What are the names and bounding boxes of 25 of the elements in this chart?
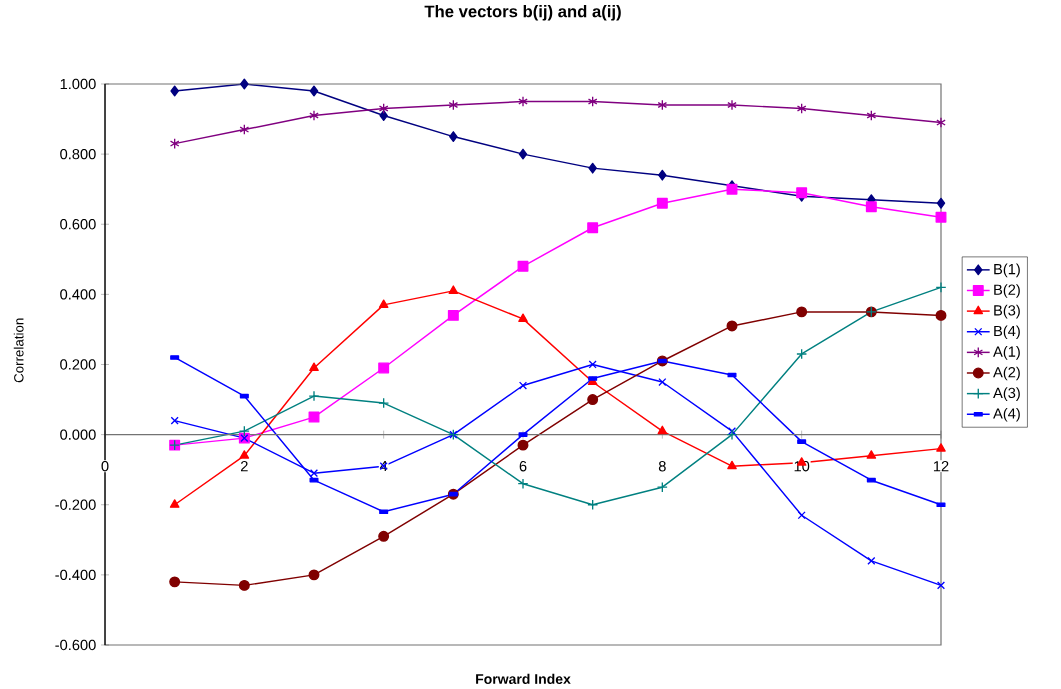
y-axis-title: Correlation <box>13 318 24 383</box>
legend-label: A(3) <box>993 387 1020 401</box>
y-tick-label: 0.800 <box>60 148 96 160</box>
legend-label: B(1) <box>994 263 1020 278</box>
x-tick-label: 12 <box>933 461 949 472</box>
x-axis-title: Forward Index <box>476 673 571 684</box>
legend-label: B(4) <box>994 325 1020 340</box>
y-tick-label: 1.000 <box>60 78 96 90</box>
x-tick-label: 6 <box>519 461 527 472</box>
legend-label: B(2) <box>994 284 1020 298</box>
x-tick-label: 0 <box>101 461 109 472</box>
y-tick-label: -0.600 <box>55 639 96 651</box>
legend-label: A(2) <box>993 366 1020 381</box>
y-tick-label: 0.200 <box>60 359 96 370</box>
y-tick-label: -0.400 <box>55 569 96 581</box>
chart-title: The vectors b(ij) and a(ij) <box>424 5 621 21</box>
y-tick-label: 0.600 <box>60 219 96 230</box>
y-tick-label: 0.400 <box>60 289 96 300</box>
legend-label: B(3) <box>994 304 1020 319</box>
legend-label: A(1) <box>993 346 1020 360</box>
y-tick-label: 0.000 <box>60 429 96 440</box>
x-tick-label: 2 <box>240 461 248 472</box>
legend-label: A(4) <box>993 407 1020 422</box>
y-tick-label: -0.200 <box>55 499 96 510</box>
x-tick-label: 8 <box>658 461 666 472</box>
